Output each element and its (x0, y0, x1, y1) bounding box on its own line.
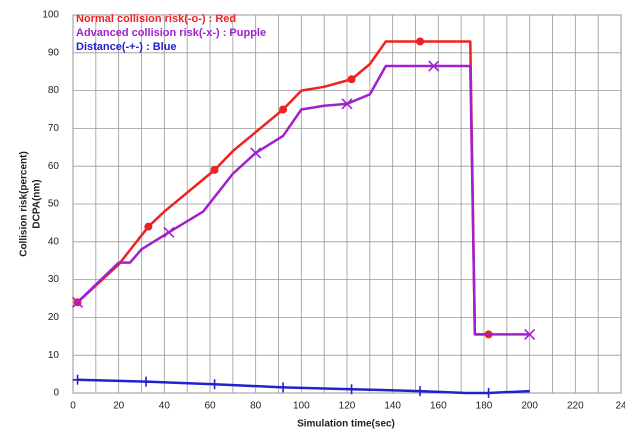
x-tick-label: 160 (430, 401, 447, 412)
marker (415, 386, 426, 397)
marker (141, 376, 152, 387)
marker (250, 147, 262, 159)
x-tick-label: 40 (159, 401, 171, 412)
y-tick-label: 100 (42, 10, 59, 21)
y-tick-label: 70 (48, 123, 60, 134)
y-tick-label: 80 (48, 85, 60, 96)
marker (144, 222, 153, 231)
legend-entry: Normal collision risk(-o-) : Red (76, 13, 236, 25)
y-tick-label: 20 (48, 312, 60, 323)
x-tick-label: 140 (384, 401, 401, 412)
x-tick-label: 200 (521, 401, 538, 412)
marker (210, 165, 219, 174)
y-tick-label: 60 (48, 161, 60, 172)
marker (72, 374, 83, 385)
marker (72, 296, 84, 308)
legend-entry: Advanced collision risk(-x-) : Pupple (76, 27, 266, 39)
x-tick-label: 80 (250, 401, 262, 412)
marker (428, 60, 440, 72)
marker (163, 226, 175, 238)
y-tick-label: 50 (48, 199, 60, 210)
y-axis-label: DCPA(nm) (32, 179, 43, 228)
legend-entry: Distance(-+-) : Blue (76, 41, 177, 53)
marker (416, 37, 425, 46)
y-tick-label: 90 (48, 47, 60, 58)
marker (524, 328, 536, 340)
y-tick-label: 10 (48, 350, 60, 361)
y-tick-label: 40 (48, 236, 60, 247)
marker (279, 105, 288, 114)
x-axis-label: Simulation time(sec) (297, 419, 395, 430)
x-tick-label: 100 (293, 401, 310, 412)
marker (209, 379, 220, 390)
y-axis-label: Collision risk(percent) (19, 151, 30, 257)
marker (341, 98, 353, 110)
x-tick-label: 220 (567, 401, 584, 412)
series-line (76, 64, 530, 336)
x-tick-label: 20 (113, 401, 125, 412)
x-tick-label: 24 (615, 401, 625, 412)
marker (347, 75, 356, 84)
x-tick-label: 120 (339, 401, 356, 412)
x-tick-label: 180 (476, 401, 493, 412)
y-tick-label: 30 (48, 274, 60, 285)
marker (483, 388, 494, 398)
marker (278, 382, 289, 393)
y-tick-label: 0 (53, 388, 59, 399)
marker (346, 384, 357, 395)
x-tick-label: 0 (70, 401, 76, 412)
series-line (76, 40, 489, 336)
x-tick-label: 60 (204, 401, 216, 412)
